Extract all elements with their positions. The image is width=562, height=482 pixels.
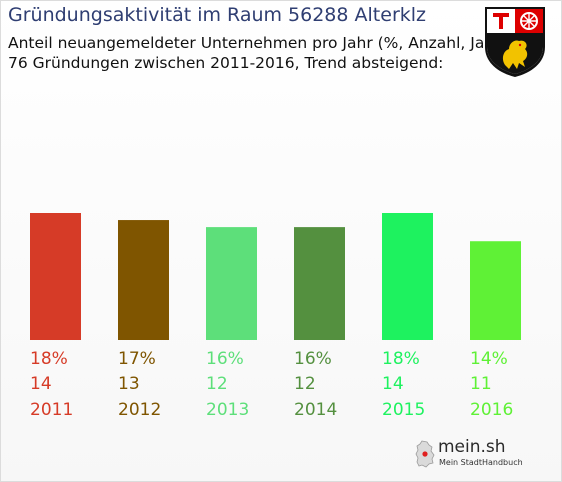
count-label-2011: 14 [30,374,52,394]
year-label-2011: 2011 [30,400,73,420]
percent-label-2015: 18% [382,349,420,369]
year-label-2012: 2012 [118,400,161,420]
bar-2016 [470,241,521,340]
germany-map-icon [415,440,435,468]
percent-label-2016: 14% [470,349,508,369]
bar-2013 [206,227,257,340]
mein-sh-logo[interactable]: mein.sh Mein StadtHandbuch [414,437,534,474]
bar-2014 [294,227,345,340]
year-label-2015: 2015 [382,400,425,420]
count-label-2014: 12 [294,374,316,394]
percent-label-2014: 16% [294,349,332,369]
count-label-2012: 13 [118,374,140,394]
chart-summary: 76 Gründungen zwischen 2011-2016, Trend … [8,54,444,72]
percent-label-2013: 16% [206,349,244,369]
count-label-2016: 11 [470,374,492,394]
coat-of-arms-icon [485,7,545,77]
bar-2011 [30,213,81,340]
chart-title: Gründungsaktivität im Raum 56288 Alterkl… [8,4,427,26]
bars-layer [30,213,521,340]
percent-label-2011: 18% [30,349,68,369]
bar-2012 [118,220,169,340]
year-label-2014: 2014 [294,400,337,420]
percent-label-2012: 17% [118,349,156,369]
year-label-2016: 2016 [470,400,513,420]
chart-subtitle: Anteil neuangemeldeter Unternehmen pro J… [8,34,507,52]
labels-layer: 18% 14 2011 17% 13 2012 16% 12 2013 16% 12 2014 18% 1… [30,349,513,420]
bar-2015 [382,213,433,340]
count-label-2013: 12 [206,374,228,394]
count-label-2015: 14 [382,374,404,394]
logo-wordmark: mein.sh [438,437,506,457]
year-label-2013: 2013 [206,400,249,420]
logo-tagline: Mein StadtHandbuch [439,458,523,467]
